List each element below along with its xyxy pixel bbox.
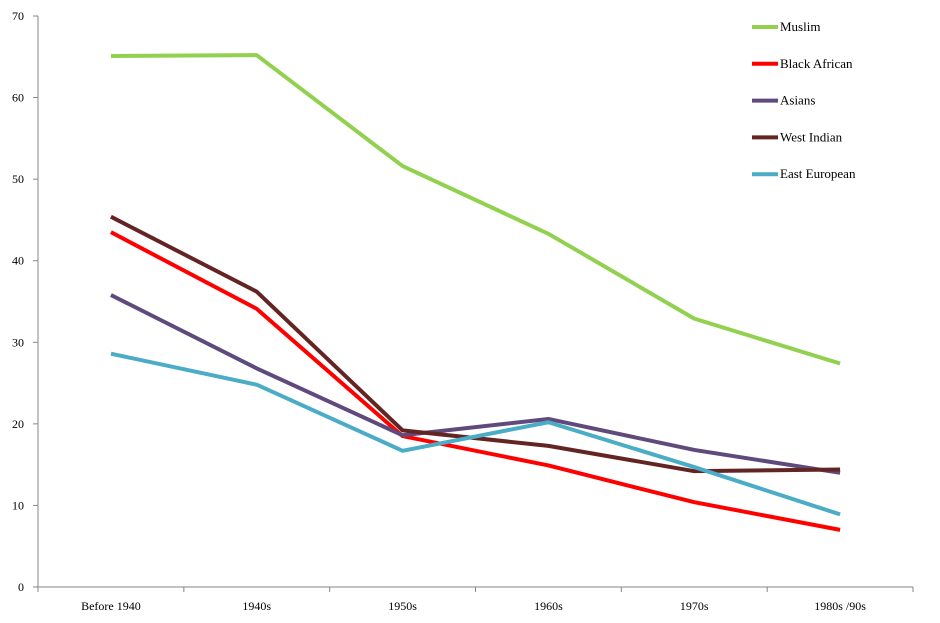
chart-axes: 0 10 20 30 40 50 60 70 Before 1940 1940s 1950s 1960… [12, 9, 914, 613]
x-tick-label: 1980s /90s [814, 599, 866, 613]
legend-label: East European [780, 166, 856, 181]
x-tick-label: 1970s [680, 599, 709, 613]
legend-label: Muslim [780, 19, 820, 34]
y-tick-label: 70 [12, 9, 24, 23]
y-tick-label: 40 [12, 254, 24, 268]
legend-label: Black African [780, 56, 853, 71]
x-tick-label: 1960s [534, 599, 563, 613]
y-tick-label: 20 [12, 417, 24, 431]
legend-label: West Indian [780, 129, 843, 144]
series-line-muslim [110, 53, 841, 366]
series-line-asians [110, 293, 841, 475]
y-tick-label: 10 [12, 498, 24, 512]
x-tick-label: Before 1940 [81, 599, 141, 613]
x-tick-label: 1950s [388, 599, 417, 613]
chart-series-lines [109, 53, 841, 532]
y-tick-label: 0 [18, 580, 24, 594]
y-tick-label: 30 [12, 335, 24, 349]
chart-legend: Muslim Black African Asians West Indian East… [752, 19, 856, 181]
legend-label: Asians [780, 93, 815, 108]
series-line-black-african [109, 230, 841, 532]
x-tick-label: 1940s [242, 599, 271, 613]
y-tick-label: 50 [12, 172, 24, 186]
series-line-east-european [110, 351, 841, 517]
y-tick-label: 60 [12, 91, 24, 105]
series-line-west-indian [110, 214, 841, 474]
